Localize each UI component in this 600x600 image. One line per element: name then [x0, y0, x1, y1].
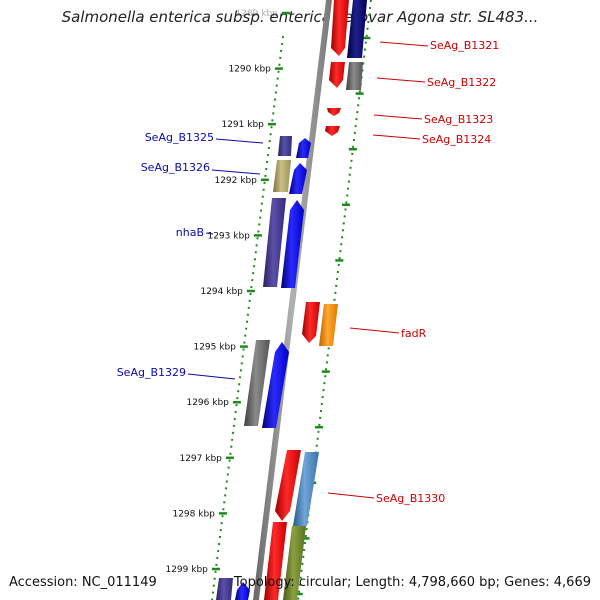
- gene-arrow[interactable]: [235, 582, 250, 600]
- gene-label-seag-b1322[interactable]: SeAg_B1322: [427, 76, 496, 89]
- ruler-line-right: [297, 0, 372, 600]
- gene-arrow[interactable]: [347, 0, 367, 58]
- ruler-tick-label: 1294 kbp: [200, 287, 243, 297]
- gene-label-seag-b1329[interactable]: SeAg_B1329: [117, 366, 186, 379]
- ruler-tick-label: 1296 kbp: [186, 398, 229, 408]
- gene-label-seag-b1326[interactable]: SeAg_B1326: [141, 161, 210, 174]
- reverse-label-leaders: [187, 138, 264, 380]
- gene-arrow[interactable]: [327, 108, 341, 116]
- ruler-tick-label: 1297 kbp: [179, 454, 222, 464]
- ruler-tick-label: 1291 kbp: [221, 120, 264, 130]
- gene-label-seag-b1321[interactable]: SeAg_B1321: [430, 39, 499, 52]
- ruler-tick-labels: 1289 kbp 1290 kbp 1291 kbp 1292 kbp 1293 kbp…: [165, 9, 278, 575]
- gene-label-seag-b1330[interactable]: SeAg_B1330: [376, 492, 445, 505]
- ruler-tick-label: 1289 kbp: [235, 9, 278, 19]
- accession-text: Accession: NC_011149: [9, 575, 157, 590]
- ruler-tick-label: 1299 kbp: [165, 565, 208, 575]
- gene-label-nhab[interactable]: nhaB: [176, 226, 204, 239]
- topology-text: Topology: circular; Length: 4,798,660 bp…: [233, 575, 591, 590]
- gene-arrow[interactable]: [273, 160, 291, 192]
- ruler-ticks-left: [211, 11, 290, 571]
- gene-arrow[interactable]: [346, 62, 363, 90]
- forward-label-leaders: [327, 41, 429, 499]
- gene-arrow[interactable]: [293, 452, 319, 526]
- gene-arrow[interactable]: [244, 340, 270, 426]
- gene-arrow[interactable]: [281, 200, 304, 288]
- ruler-tick-label: 1290 kbp: [228, 65, 271, 75]
- gene-arrow[interactable]: [331, 0, 349, 56]
- gene-arrow[interactable]: [289, 163, 307, 194]
- gene-arrow[interactable]: [278, 136, 292, 156]
- forward-strand-features: [264, 0, 367, 600]
- gene-arrow[interactable]: [275, 450, 301, 521]
- sequence-backbone: [253, 0, 332, 600]
- reverse-strand-features: [216, 136, 311, 600]
- gene-arrow[interactable]: [296, 138, 311, 158]
- map-title: Salmonella enterica subsp. enterica sero…: [61, 8, 539, 26]
- gene-label-seag-b1323[interactable]: SeAg_B1323: [424, 113, 493, 126]
- gene-arrow[interactable]: [325, 126, 340, 136]
- gene-label-seag-b1325[interactable]: SeAg_B1325: [145, 131, 214, 144]
- gene-label-fadr[interactable]: fadR: [401, 327, 427, 340]
- ruler-tick-label: 1295 kbp: [193, 343, 236, 353]
- gene-arrow[interactable]: [319, 304, 338, 346]
- ruler-tick-label: 1292 kbp: [214, 176, 257, 186]
- ruler-tick-label: 1293 kbp: [207, 231, 250, 241]
- gene-arrow[interactable]: [283, 526, 306, 600]
- gene-arrow[interactable]: [329, 62, 345, 88]
- gene-arrow[interactable]: [302, 302, 320, 343]
- gene-arrow[interactable]: [262, 342, 289, 428]
- ruler-tick-label: 1298 kbp: [172, 509, 215, 519]
- gene-arrow[interactable]: [263, 198, 286, 287]
- gene-arrow[interactable]: [216, 578, 233, 600]
- gene-arrow[interactable]: [264, 522, 287, 600]
- gene-label-seag-b1324[interactable]: SeAg_B1324: [422, 133, 491, 146]
